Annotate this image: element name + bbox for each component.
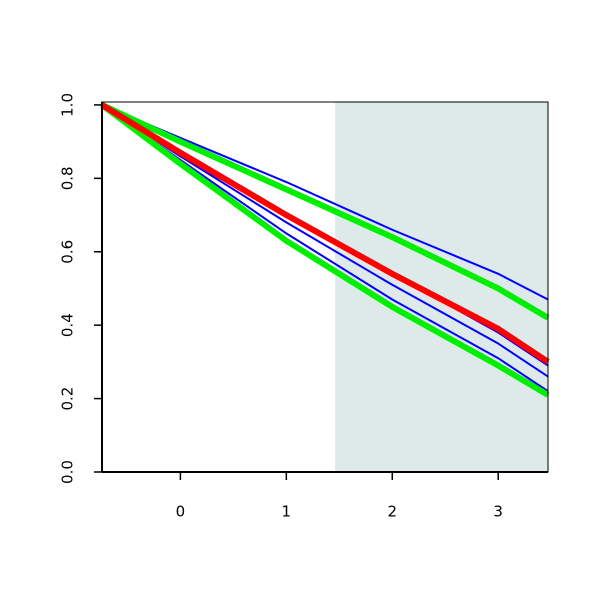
y-tick-label: 1.0 [59,93,77,117]
line-series [100,102,550,398]
shaded-region [335,102,548,472]
y-tick-label: 0.4 [59,313,77,337]
line-series [100,102,550,321]
x-tick-label: 2 [387,503,397,521]
y-tick-label: 0.8 [59,166,77,190]
y-tick-label: 0.0 [59,460,77,484]
y-tick-label: 0.6 [59,240,77,264]
x-tick-label: 0 [176,503,186,521]
y-tick-label: 0.2 [59,387,77,411]
line-series [100,102,550,365]
x-tick-label: 1 [282,503,292,521]
x-tick-label: 3 [493,503,503,521]
